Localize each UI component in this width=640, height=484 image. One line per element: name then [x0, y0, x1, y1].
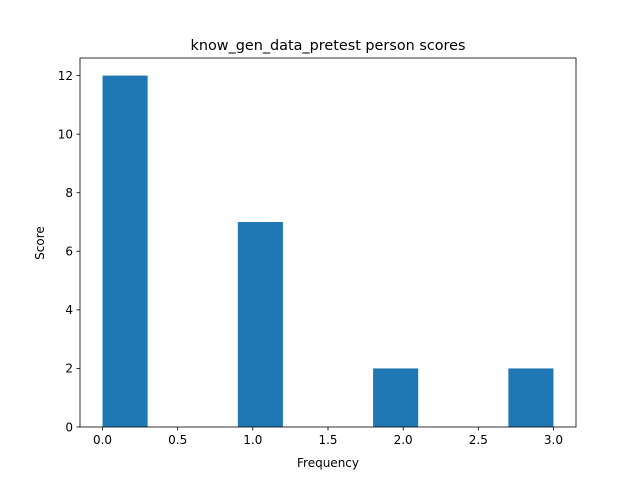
histogram-bar: [237, 222, 283, 427]
chart-title: know_gen_data_pretest person scores: [190, 38, 465, 54]
y-tick-label: 6: [65, 245, 73, 259]
y-tick-label: 8: [65, 186, 73, 200]
x-tick-label: 0.5: [168, 433, 187, 447]
y-axis-label: Score: [33, 226, 47, 260]
x-tick-label: 0.0: [93, 433, 112, 447]
axes-layer: 0.0 0.5 1.0 1.5 2.0 2.5 3.0 0 2 4 6 8 10 12: [58, 57, 577, 447]
y-tick-label: 2: [65, 362, 73, 376]
histogram-bar: [373, 368, 419, 427]
x-tick-label: 2.5: [469, 433, 488, 447]
x-axis-label: Frequency: [297, 456, 359, 470]
histogram-bar: [102, 75, 148, 428]
y-tick-label: 0: [65, 420, 73, 434]
x-tick-label: 2.0: [394, 433, 413, 447]
x-tick-label: 1.0: [243, 433, 262, 447]
y-tick-label: 4: [65, 303, 73, 317]
x-tick-label: 3.0: [544, 433, 563, 447]
x-tick-label: 1.5: [318, 433, 337, 447]
bars-layer: [102, 75, 554, 428]
y-tick-label: 10: [58, 127, 73, 141]
y-tick-label: 12: [58, 69, 73, 83]
histogram-bar: [508, 368, 554, 427]
